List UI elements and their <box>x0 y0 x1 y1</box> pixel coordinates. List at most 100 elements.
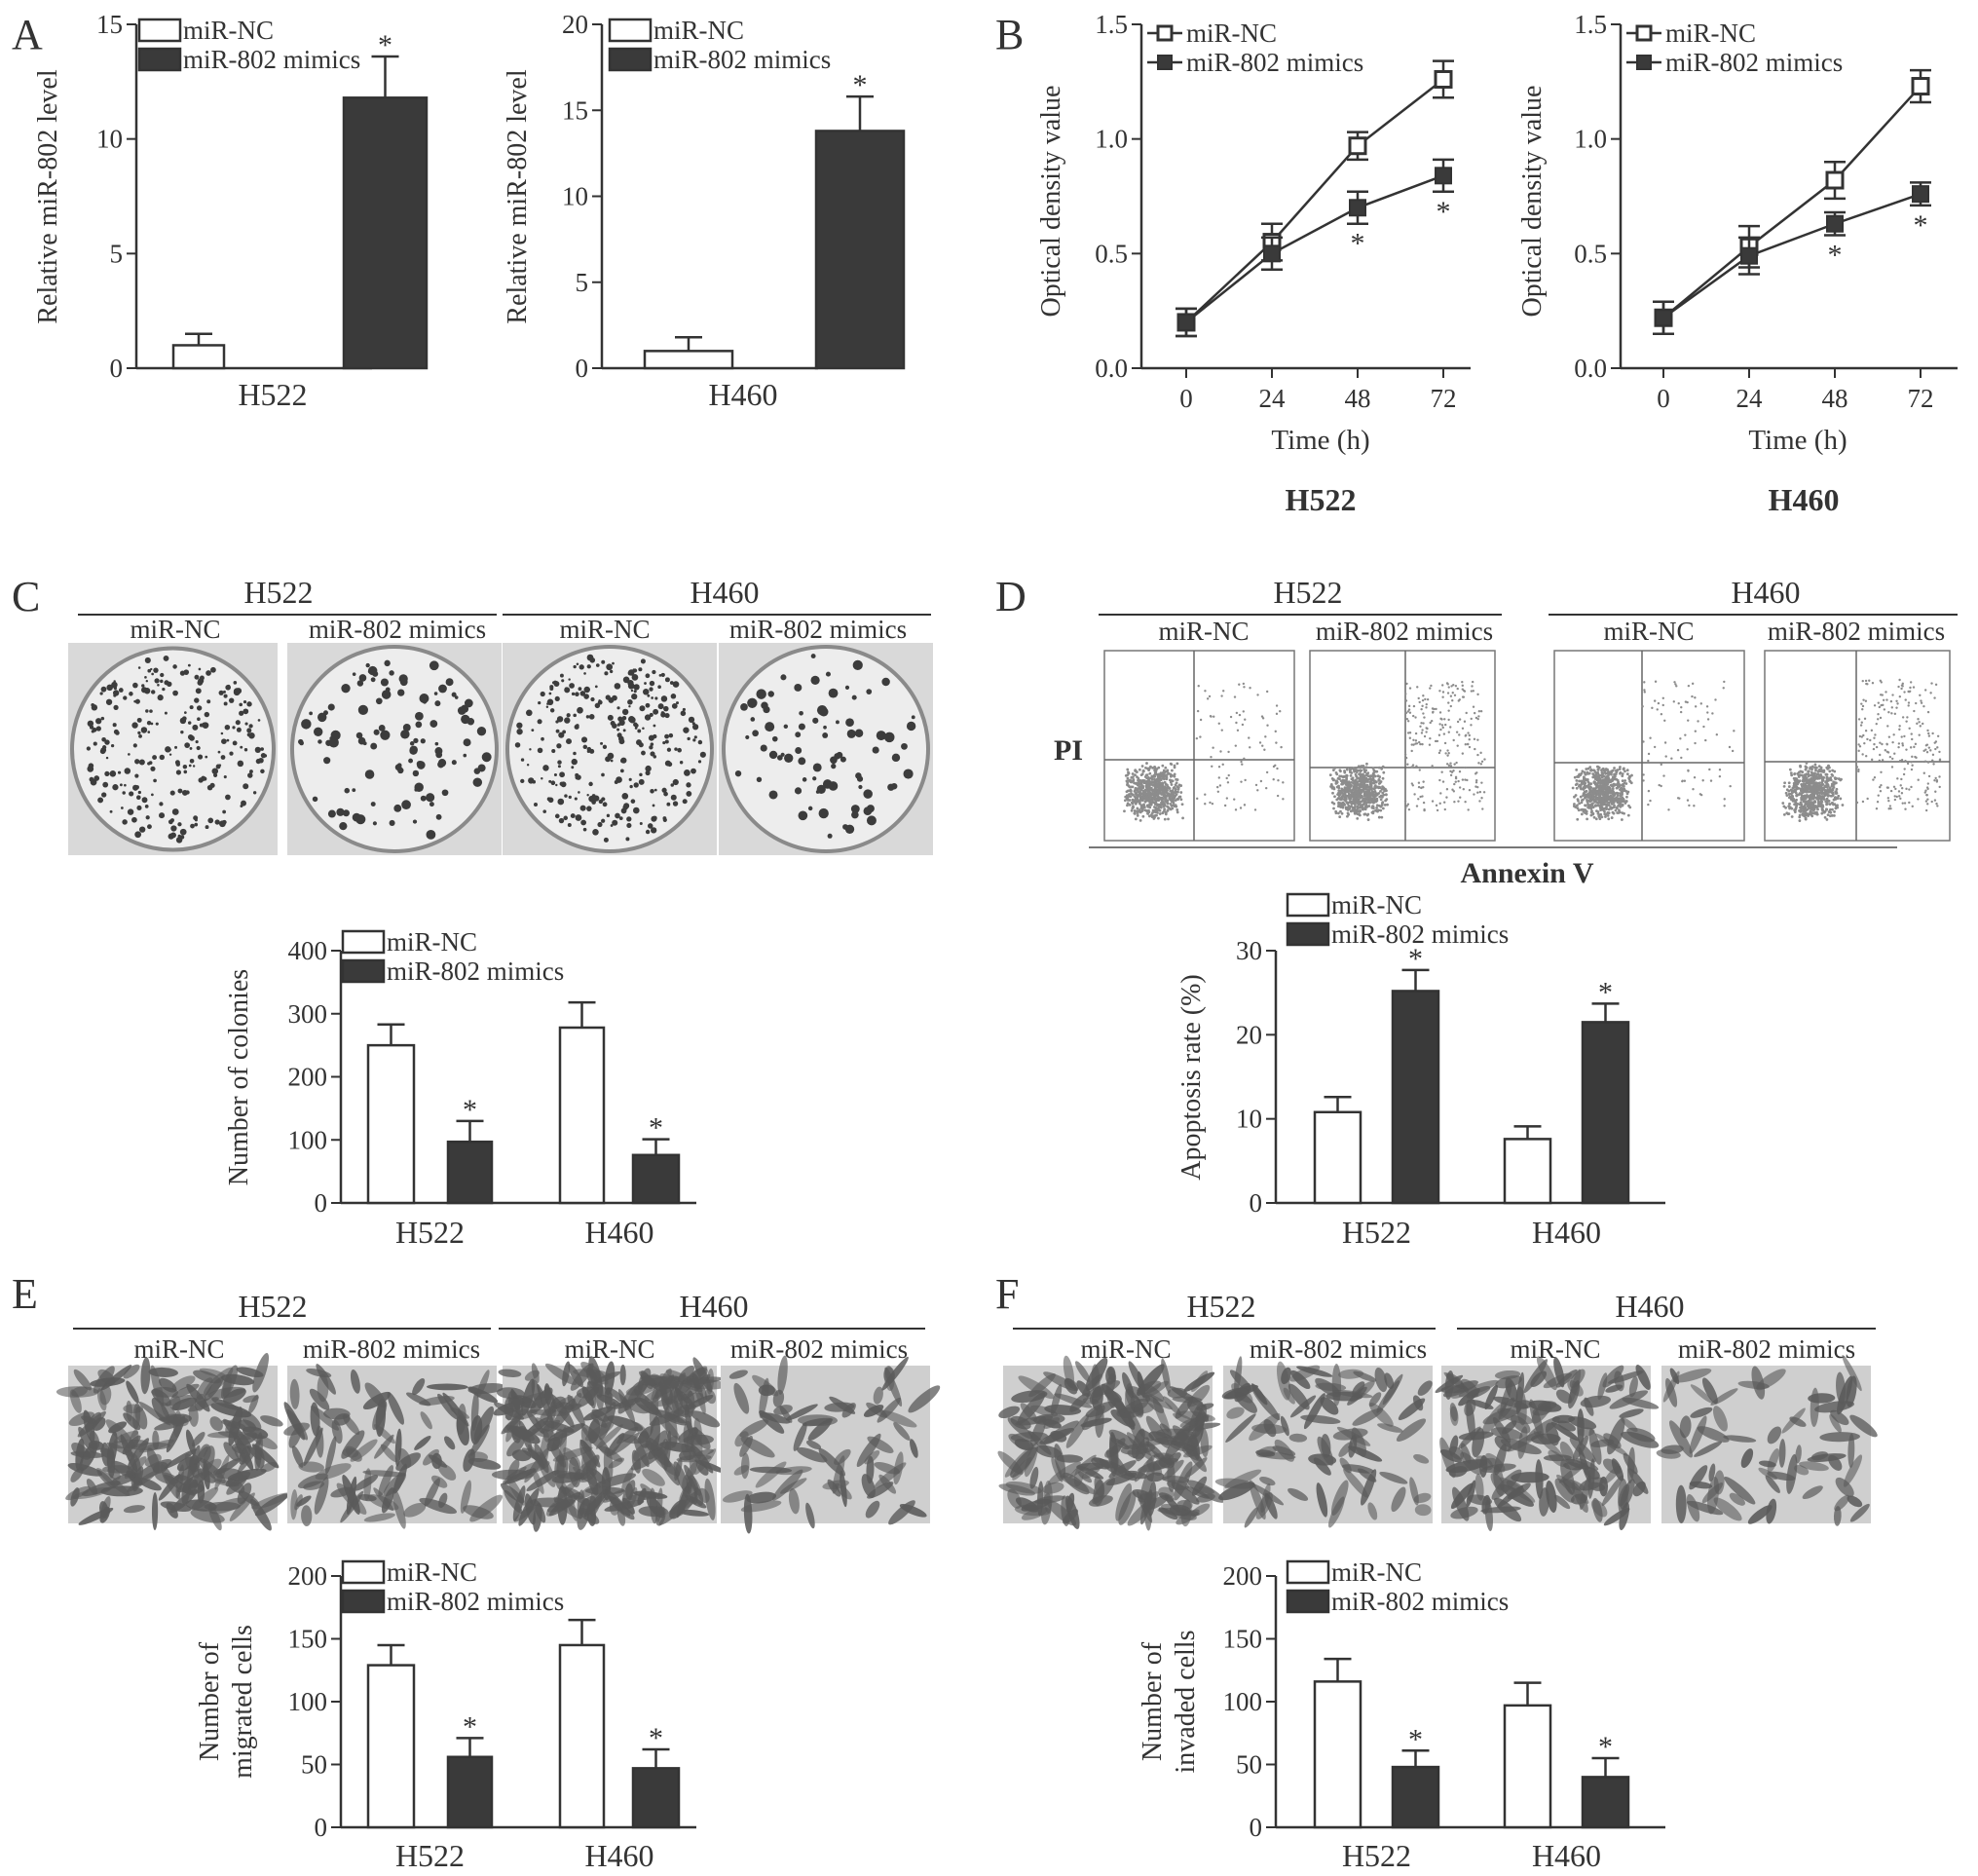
event <box>1931 753 1935 757</box>
event <box>1236 729 1240 732</box>
event <box>1477 762 1480 765</box>
event <box>1834 781 1838 785</box>
event <box>1154 784 1158 788</box>
event <box>1352 807 1356 811</box>
event <box>1405 682 1408 686</box>
colony <box>254 746 261 753</box>
event <box>1151 811 1154 814</box>
event <box>1155 810 1158 813</box>
colony <box>389 819 395 826</box>
event <box>1581 779 1585 783</box>
colony <box>101 745 107 750</box>
colony <box>463 738 471 747</box>
event <box>1595 809 1598 813</box>
event <box>1886 797 1890 800</box>
event <box>1607 785 1611 789</box>
event <box>1643 681 1646 684</box>
event <box>1361 778 1364 782</box>
event <box>1158 812 1162 815</box>
event <box>1464 733 1468 737</box>
colony <box>235 720 241 726</box>
event <box>1584 772 1587 776</box>
colony <box>784 753 794 763</box>
event <box>1412 738 1415 741</box>
flow-plot-2 <box>1309 650 1496 842</box>
event <box>1263 748 1266 751</box>
event <box>1174 794 1177 798</box>
colony <box>537 719 542 725</box>
event <box>1145 789 1149 792</box>
event <box>1603 809 1606 813</box>
event <box>1368 782 1372 786</box>
colony <box>664 712 670 719</box>
event <box>1371 767 1375 770</box>
event <box>1595 774 1599 778</box>
event <box>1798 819 1802 822</box>
event <box>1601 771 1605 775</box>
colony <box>557 798 565 806</box>
colony <box>197 717 201 722</box>
event <box>1895 706 1898 709</box>
event <box>1931 732 1934 735</box>
colony <box>397 689 405 696</box>
event <box>1795 798 1798 802</box>
event <box>1618 768 1622 771</box>
event <box>1123 799 1127 803</box>
event <box>1476 791 1479 794</box>
event <box>1908 690 1911 694</box>
colony <box>106 684 113 692</box>
event <box>1693 776 1697 779</box>
colony <box>633 690 637 694</box>
colony <box>643 689 647 693</box>
event <box>1881 742 1884 746</box>
colony <box>177 822 182 827</box>
event <box>1821 808 1824 812</box>
colony <box>559 781 564 786</box>
event <box>1445 682 1449 685</box>
event <box>1338 769 1342 772</box>
event <box>1352 768 1356 771</box>
colony <box>159 802 164 807</box>
colony <box>206 699 211 704</box>
event <box>1591 775 1595 779</box>
event <box>1350 784 1353 788</box>
event <box>1804 817 1808 821</box>
colony <box>556 716 564 723</box>
event <box>1435 707 1437 711</box>
event <box>1862 698 1865 701</box>
event <box>1406 763 1409 766</box>
event <box>1898 695 1902 698</box>
colony <box>661 787 667 793</box>
colony <box>246 701 252 707</box>
event <box>1253 808 1257 811</box>
colony <box>190 823 195 829</box>
event <box>1331 778 1335 782</box>
event <box>1147 778 1151 782</box>
event <box>1784 791 1788 795</box>
event <box>1449 726 1452 729</box>
event <box>1340 787 1344 791</box>
colony <box>852 659 863 671</box>
event <box>1407 708 1411 711</box>
colony <box>134 773 139 778</box>
event <box>1147 784 1151 788</box>
event <box>1343 769 1346 772</box>
event <box>1476 738 1479 741</box>
colony <box>851 810 859 819</box>
event <box>1454 780 1457 783</box>
event <box>1624 782 1628 785</box>
event <box>1128 793 1131 796</box>
colony <box>352 672 356 676</box>
colony <box>144 676 147 679</box>
event <box>1166 801 1169 805</box>
event <box>1470 690 1474 693</box>
event <box>1694 696 1697 699</box>
event <box>1831 769 1835 772</box>
event <box>1922 771 1925 774</box>
event <box>1810 814 1814 818</box>
event <box>1197 685 1200 688</box>
colony <box>589 748 595 754</box>
colony <box>605 756 612 763</box>
event <box>1381 791 1385 795</box>
colony <box>209 782 215 788</box>
